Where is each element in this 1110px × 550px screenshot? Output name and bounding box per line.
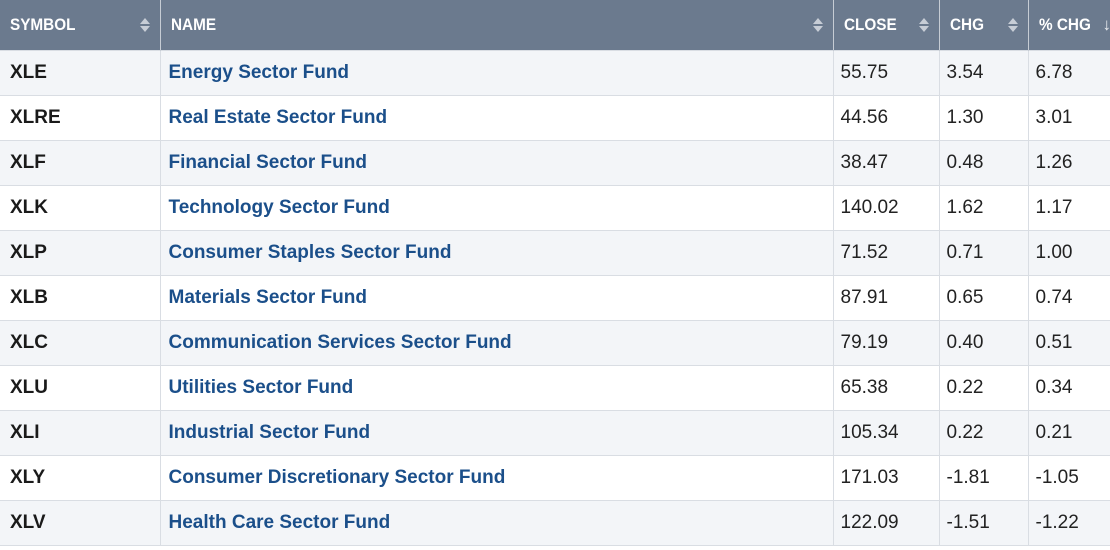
table-row: XLV Health Care Sector Fund 122.09 -1.51 -1.…	[0, 499, 1110, 546]
chg-cell: 0.22	[939, 409, 1029, 455]
column-header-label: CHG	[949, 14, 984, 34]
pct-chg-cell: -1.22	[1028, 499, 1110, 546]
sort-arrows-icon[interactable]	[1007, 17, 1018, 33]
fund-name-link[interactable]: Utilities Sector Fund	[168, 376, 354, 398]
name-cell: Consumer Staples Sector Fund	[160, 229, 834, 275]
table-row: XLY Consumer Discretionary Sector Fund 171…	[0, 454, 1110, 500]
symbol-cell: XLU	[0, 364, 161, 410]
sort-arrows-icon[interactable]	[918, 17, 929, 33]
table-row: XLF Financial Sector Fund 38.47 0.48 1.26	[0, 139, 1110, 185]
name-cell: Industrial Sector Fund	[160, 409, 834, 455]
column-header-chg[interactable]: CHG	[939, 0, 1029, 50]
column-header-symbol[interactable]: SYMBOL	[0, 0, 161, 50]
pct-chg-cell: 1.26	[1028, 139, 1110, 185]
table-row: XLE Energy Sector Fund 55.75 3.54 6.78	[0, 49, 1110, 95]
chg-cell: 0.48	[939, 139, 1029, 185]
fund-name-link[interactable]: Financial Sector Fund	[168, 151, 367, 173]
symbol-cell: XLP	[0, 229, 161, 275]
table-row: XLU Utilities Sector Fund 65.38 0.22 0.34	[0, 364, 1110, 410]
symbol-cell: XLB	[0, 274, 161, 320]
pct-chg-cell: 0.34	[1028, 364, 1110, 410]
name-cell: Communication Services Sector Fund	[160, 319, 834, 365]
chg-cell: -1.81	[939, 454, 1029, 500]
fund-name-link[interactable]: Consumer Discretionary Sector Fund	[168, 466, 506, 488]
table-row: XLC Communication Services Sector Fund 79.…	[0, 319, 1110, 365]
column-header-label: NAME	[170, 14, 216, 34]
header-row: SYMBOL NAME CLOSE CHG % CHG ↓	[0, 0, 1110, 50]
name-cell: Real Estate Sector Fund	[160, 94, 834, 140]
fund-name-link[interactable]: Industrial Sector Fund	[168, 421, 371, 443]
pct-chg-cell: 3.01	[1028, 94, 1110, 140]
sort-arrows-icon[interactable]	[812, 17, 823, 33]
pct-chg-cell: 0.51	[1028, 319, 1110, 365]
table-header: SYMBOL NAME CLOSE CHG % CHG ↓	[0, 0, 1110, 50]
fund-name-link[interactable]: Materials Sector Fund	[168, 286, 368, 308]
column-header-label: % CHG	[1038, 14, 1091, 34]
fund-name-link[interactable]: Consumer Staples Sector Fund	[168, 241, 452, 263]
close-cell: 79.19	[833, 319, 940, 365]
symbol-cell: XLRE	[0, 94, 161, 140]
fund-name-link[interactable]: Real Estate Sector Fund	[168, 106, 388, 128]
pct-chg-cell: 1.17	[1028, 184, 1110, 230]
close-cell: 140.02	[833, 184, 940, 230]
sort-descending-icon[interactable]: ↓	[1102, 14, 1110, 34]
close-cell: 55.75	[833, 49, 940, 95]
fund-name-link[interactable]: Energy Sector Fund	[168, 61, 350, 83]
close-cell: 122.09	[833, 499, 940, 546]
close-cell: 71.52	[833, 229, 940, 275]
fund-name-link[interactable]: Communication Services Sector Fund	[168, 331, 512, 353]
column-header-close[interactable]: CLOSE	[833, 0, 940, 50]
chg-cell: 0.71	[939, 229, 1029, 275]
table-row: XLP Consumer Staples Sector Fund 71.52 0.71…	[0, 229, 1110, 275]
symbol-cell: XLK	[0, 184, 161, 230]
pct-chg-cell: 1.00	[1028, 229, 1110, 275]
name-cell: Health Care Sector Fund	[160, 499, 834, 546]
table-row: XLRE Real Estate Sector Fund 44.56 1.30 3.01	[0, 94, 1110, 140]
sort-arrows-icon[interactable]	[139, 17, 150, 33]
symbol-cell: XLV	[0, 499, 161, 546]
close-cell: 105.34	[833, 409, 940, 455]
symbol-cell: XLC	[0, 319, 161, 365]
column-header-name[interactable]: NAME	[160, 0, 834, 50]
name-cell: Utilities Sector Fund	[160, 364, 834, 410]
fund-name-link[interactable]: Health Care Sector Fund	[168, 511, 391, 533]
table-row: XLK Technology Sector Fund 140.02 1.62 1.17	[0, 184, 1110, 230]
name-cell: Consumer Discretionary Sector Fund	[160, 454, 834, 500]
pct-chg-cell: 6.78	[1028, 49, 1110, 95]
chg-cell: 1.30	[939, 94, 1029, 140]
pct-chg-cell: -1.05	[1028, 454, 1110, 500]
chg-cell: 0.40	[939, 319, 1029, 365]
column-header-pct-chg[interactable]: % CHG ↓	[1028, 0, 1110, 50]
table-body: XLE Energy Sector Fund 55.75 3.54 6.78 XLRE Re…	[0, 49, 1110, 546]
column-header-label: SYMBOL	[10, 14, 76, 34]
name-cell: Materials Sector Fund	[160, 274, 834, 320]
close-cell: 65.38	[833, 364, 940, 410]
chg-cell: 0.65	[939, 274, 1029, 320]
fund-name-link[interactable]: Technology Sector Fund	[168, 196, 390, 218]
name-cell: Energy Sector Fund	[160, 49, 834, 95]
close-cell: 87.91	[833, 274, 940, 320]
chg-cell: 3.54	[939, 49, 1029, 95]
symbol-cell: XLY	[0, 454, 161, 500]
column-header-label: CLOSE	[843, 14, 897, 34]
pct-chg-cell: 0.21	[1028, 409, 1110, 455]
close-cell: 38.47	[833, 139, 940, 185]
symbol-cell: XLI	[0, 409, 161, 455]
symbol-cell: XLE	[0, 49, 161, 95]
pct-chg-cell: 0.74	[1028, 274, 1110, 320]
chg-cell: 1.62	[939, 184, 1029, 230]
chg-cell: 0.22	[939, 364, 1029, 410]
chg-cell: -1.51	[939, 499, 1029, 546]
name-cell: Financial Sector Fund	[160, 139, 834, 185]
symbol-cell: XLF	[0, 139, 161, 185]
table-row: XLB Materials Sector Fund 87.91 0.65 0.74	[0, 274, 1110, 320]
name-cell: Technology Sector Fund	[160, 184, 834, 230]
close-cell: 171.03	[833, 454, 940, 500]
table-row: XLI Industrial Sector Fund 105.34 0.22 0.21	[0, 409, 1110, 455]
close-cell: 44.56	[833, 94, 940, 140]
